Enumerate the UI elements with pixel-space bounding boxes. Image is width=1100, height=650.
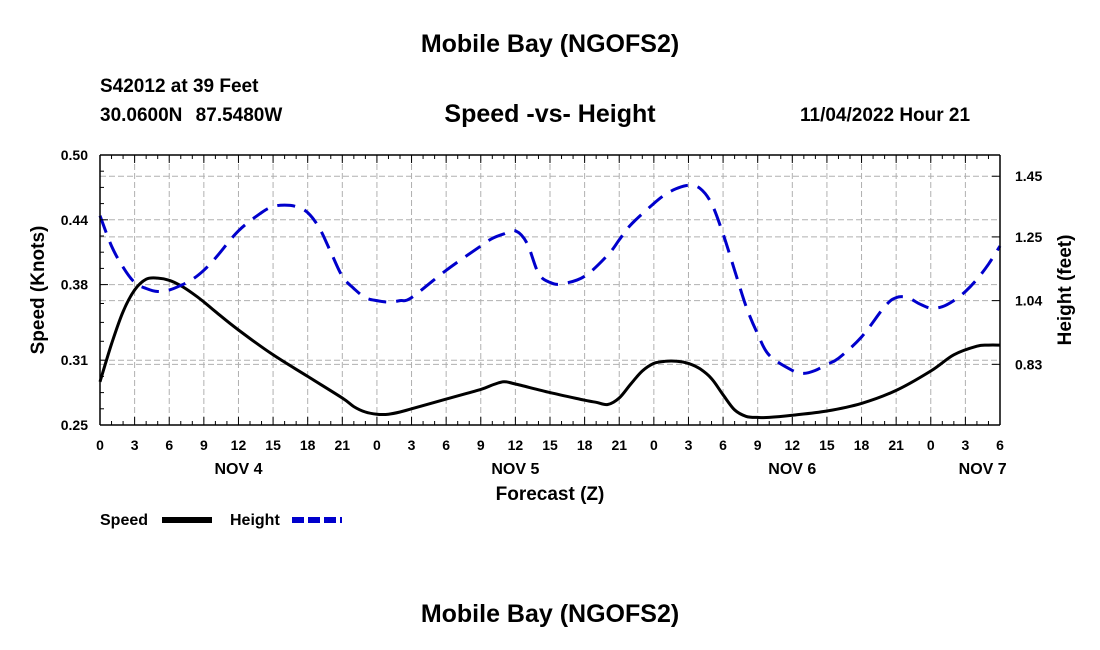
x-tick-label: 0 — [373, 437, 381, 453]
x-tick-label: 9 — [477, 437, 485, 453]
y-left-tick-label: 0.44 — [61, 212, 88, 228]
x-tick-label: 9 — [754, 437, 762, 453]
x-date-label: NOV 6 — [768, 461, 816, 478]
x-tick-label: 21 — [888, 437, 904, 453]
x-tick-label: 3 — [961, 437, 969, 453]
x-date-label: NOV 7 — [959, 461, 1007, 478]
y-left-tick-label: 0.31 — [61, 352, 88, 368]
x-tick-label: 15 — [265, 437, 281, 453]
x-tick-label: 6 — [719, 437, 727, 453]
y-left-tick-label: 0.50 — [61, 147, 88, 163]
x-tick-label: 0 — [927, 437, 935, 453]
axis-labels: 0 3 6 9 12 15 18 21 0 3 6 9 12 15 18 21 0 3 6 9 12 15 18 21 0 3 6 0… — [28, 147, 1076, 505]
y-right-axis-title: Height (feet) — [1055, 235, 1076, 346]
x-tick-label: 21 — [335, 437, 351, 453]
x-tick-label: 9 — [200, 437, 208, 453]
x-tick-label: 0 — [96, 437, 104, 453]
y-right-tick-label: 1.45 — [1015, 168, 1042, 184]
legend: Speed Height — [100, 512, 342, 529]
x-tick-label: 6 — [165, 437, 173, 453]
y-right-tick-label: 0.83 — [1015, 356, 1042, 372]
x-tick-label: 18 — [300, 437, 316, 453]
y-left-tick-label: 0.25 — [61, 417, 88, 433]
speed-series-line — [98, 276, 1001, 420]
y-left-axis-title: Speed (Knots) — [28, 226, 49, 355]
station-label: S42012 at 39 Feet — [100, 76, 259, 97]
x-tick-label: 15 — [542, 437, 558, 453]
x-tick-label: 12 — [508, 437, 524, 453]
x-tick-label: 21 — [611, 437, 627, 453]
x-date-label: NOV 4 — [214, 461, 262, 478]
x-tick-label: 12 — [785, 437, 801, 453]
x-axis-title: Forecast (Z) — [496, 484, 605, 505]
y-left-tick-label: 0.38 — [61, 277, 88, 293]
x-tick-label: 15 — [819, 437, 835, 453]
x-tick-label: 18 — [854, 437, 870, 453]
footer-title: Mobile Bay (NGOFS2) — [420, 600, 680, 628]
series-lines — [98, 183, 1002, 420]
x-date-label: NOV 5 — [491, 461, 539, 478]
legend-label-speed: Speed — [100, 512, 148, 529]
x-tick-label: 3 — [685, 437, 693, 453]
x-tick-label: 3 — [131, 437, 139, 453]
legend-label-height: Height — [230, 512, 280, 529]
axes — [99, 154, 1001, 426]
grid — [100, 155, 1000, 425]
forecast-run-time: 11/04/2022 Hour 21 — [800, 105, 971, 126]
station-coordinates: 30.0600N 87.5480W — [100, 105, 283, 126]
y-right-tick-label: 1.04 — [1015, 293, 1042, 309]
chart-subtitle: Speed -vs- Height — [444, 100, 656, 128]
x-tick-label: 6 — [442, 437, 450, 453]
x-tick-label: 6 — [996, 437, 1004, 453]
height-series-line — [98, 183, 1002, 375]
x-tick-label: 18 — [577, 437, 593, 453]
y-right-tick-label: 1.25 — [1015, 229, 1042, 245]
x-tick-label: 0 — [650, 437, 658, 453]
chart-title: Mobile Bay (NGOFS2) — [420, 30, 680, 58]
x-tick-label: 3 — [408, 437, 416, 453]
x-tick-label: 12 — [231, 437, 247, 453]
